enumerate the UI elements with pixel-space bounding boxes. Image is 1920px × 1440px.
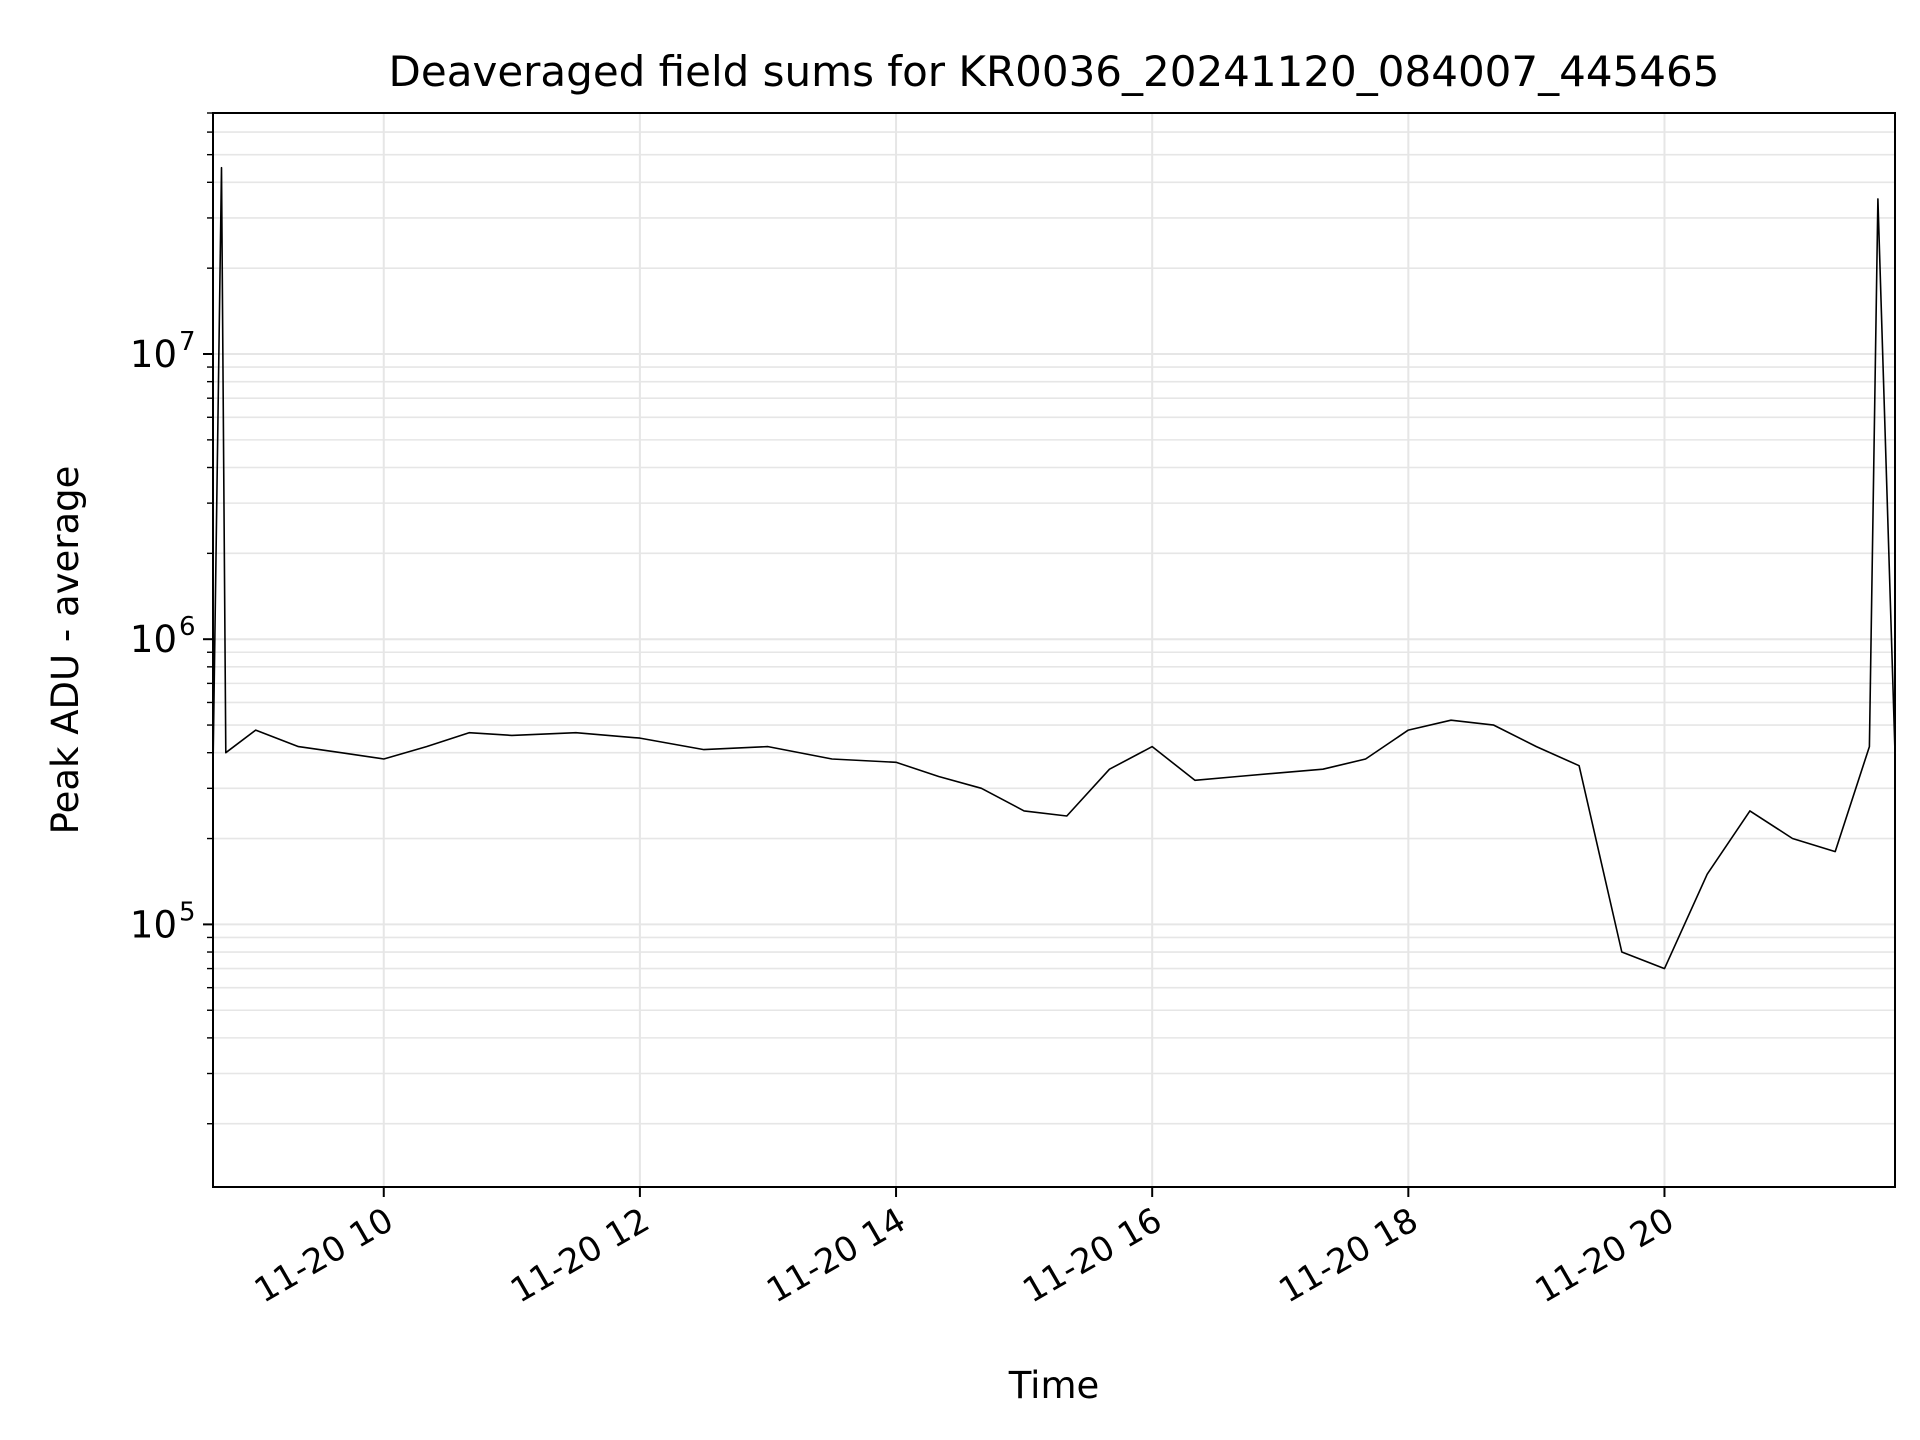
grid-lines	[213, 112, 1895, 1187]
y-tick-label: 10	[130, 903, 177, 946]
chart-title: Deaveraged field sums for KR0036_2024112…	[389, 47, 1720, 96]
y-tick-label-exponent: 7	[179, 327, 196, 357]
series-line-path	[212, 166, 1896, 970]
y-tick-label: 10	[130, 618, 177, 661]
y-tick-label: 10	[130, 333, 177, 376]
series-line	[212, 166, 1896, 970]
y-axis-label: Peak ADU - average	[44, 466, 87, 835]
x-axis-label: Time	[1008, 1364, 1100, 1407]
y-tick-label-exponent: 5	[179, 897, 196, 927]
y-tick-label-exponent: 6	[179, 612, 196, 642]
axes-frame	[212, 112, 1896, 1188]
